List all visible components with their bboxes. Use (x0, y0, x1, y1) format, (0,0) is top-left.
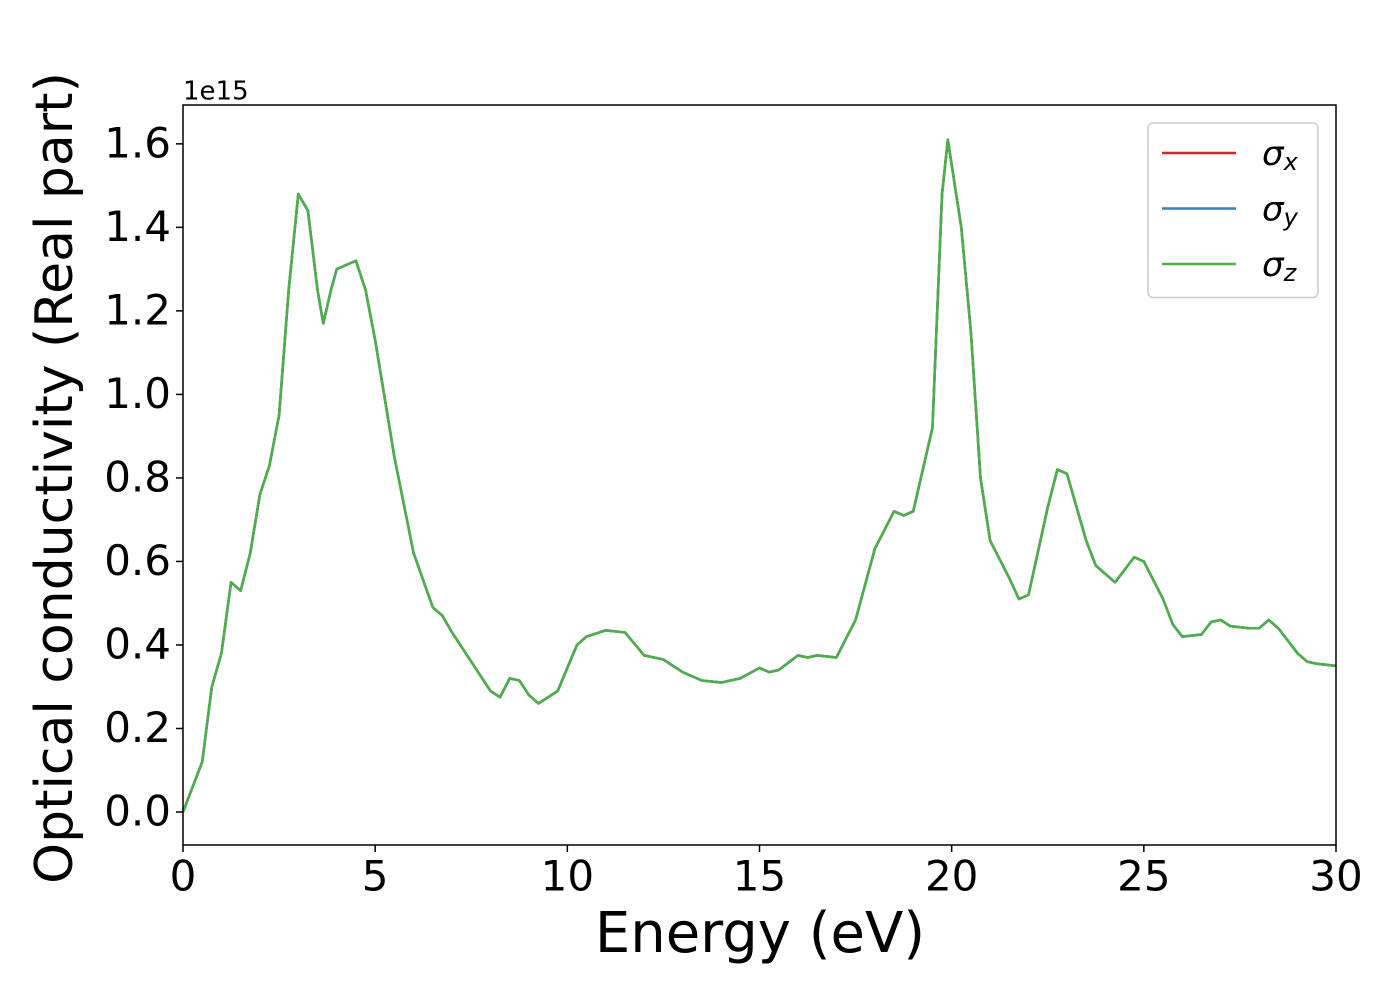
y-tick-label: 1.4 (104, 202, 171, 251)
x-tick-label: 15 (733, 852, 786, 901)
y-tick-label: 0.6 (104, 536, 171, 585)
x-axis-label: Energy (eV) (595, 901, 925, 966)
legend-box (1147, 122, 1319, 299)
y-offset-label: 1e15 (183, 77, 249, 107)
x-tick-label: 10 (541, 852, 594, 901)
x-tick-label: 0 (170, 852, 197, 901)
plot-frame (182, 104, 1337, 846)
y-tick-label: 1.6 (104, 118, 171, 167)
y-tick-label: 0.2 (104, 703, 171, 752)
x-tick-label: 25 (1117, 852, 1170, 901)
y-tick-label: 0.0 (104, 787, 171, 836)
x-tick-label: 5 (362, 852, 389, 901)
y-axis-label: Optical conductivity (Real part) (25, 72, 85, 884)
legend-label: σy (1262, 189, 1299, 232)
y-tick-label: 1.2 (104, 285, 171, 334)
x-tick-label: 20 (925, 852, 978, 901)
y-tick-label: 0.8 (104, 452, 171, 501)
y-tick-label: 0.4 (104, 619, 171, 668)
legend-label: σx (1262, 134, 1299, 177)
series-line (181, 138, 1337, 813)
y-tick-label: 1.0 (104, 369, 171, 418)
x-tick-label: 30 (1309, 852, 1362, 901)
legend-label: σz (1262, 245, 1298, 288)
